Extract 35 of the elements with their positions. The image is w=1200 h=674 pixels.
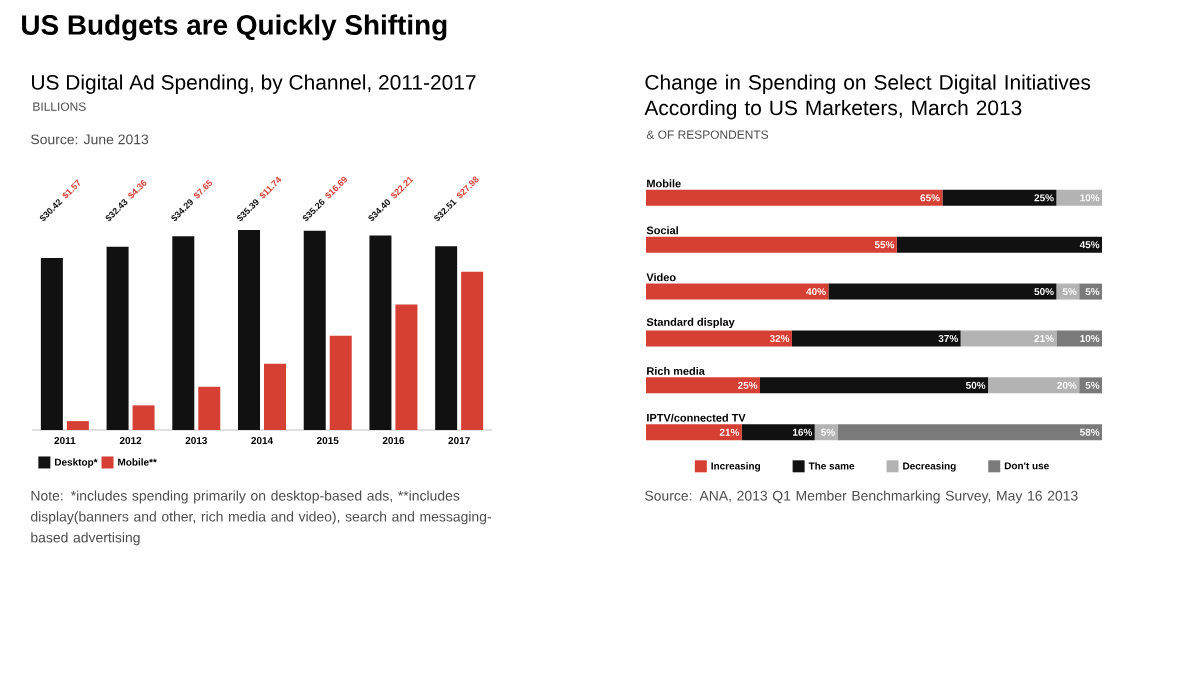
chart-title: US Digital Ad Spending, by Channel, 2011-2017 [32, 74, 476, 94]
bar [1079, 377, 1103, 394]
bar [646, 377, 761, 394]
bar [988, 377, 1080, 394]
bar [741, 424, 815, 441]
bar [837, 424, 1103, 441]
bar [960, 330, 1057, 347]
bar [896, 236, 1103, 253]
bar [132, 405, 155, 430]
bar [791, 330, 961, 347]
bar [303, 230, 326, 430]
bar [646, 236, 897, 253]
bar [760, 377, 989, 394]
bar [238, 229, 261, 430]
bar [172, 236, 195, 430]
bar [435, 246, 458, 430]
bar [828, 283, 1057, 300]
bar [329, 335, 352, 430]
bar [646, 330, 792, 347]
bar [646, 283, 829, 300]
bar [1056, 330, 1103, 347]
bar [40, 258, 63, 430]
bar [66, 421, 89, 430]
bar [942, 189, 1057, 206]
bar [646, 189, 943, 206]
bar [395, 304, 418, 430]
bar [198, 386, 221, 430]
chart-title: Change in Spending on Select Digital Initiatives According to US Marketers, March 2013 [644, 74, 1091, 120]
bar [263, 363, 286, 430]
text: US Budgets are Quickly Shifting [22, 14, 447, 41]
bar [369, 235, 392, 430]
bar [461, 271, 484, 430]
bar [1056, 189, 1103, 206]
bar [106, 246, 129, 430]
bar [646, 424, 742, 441]
